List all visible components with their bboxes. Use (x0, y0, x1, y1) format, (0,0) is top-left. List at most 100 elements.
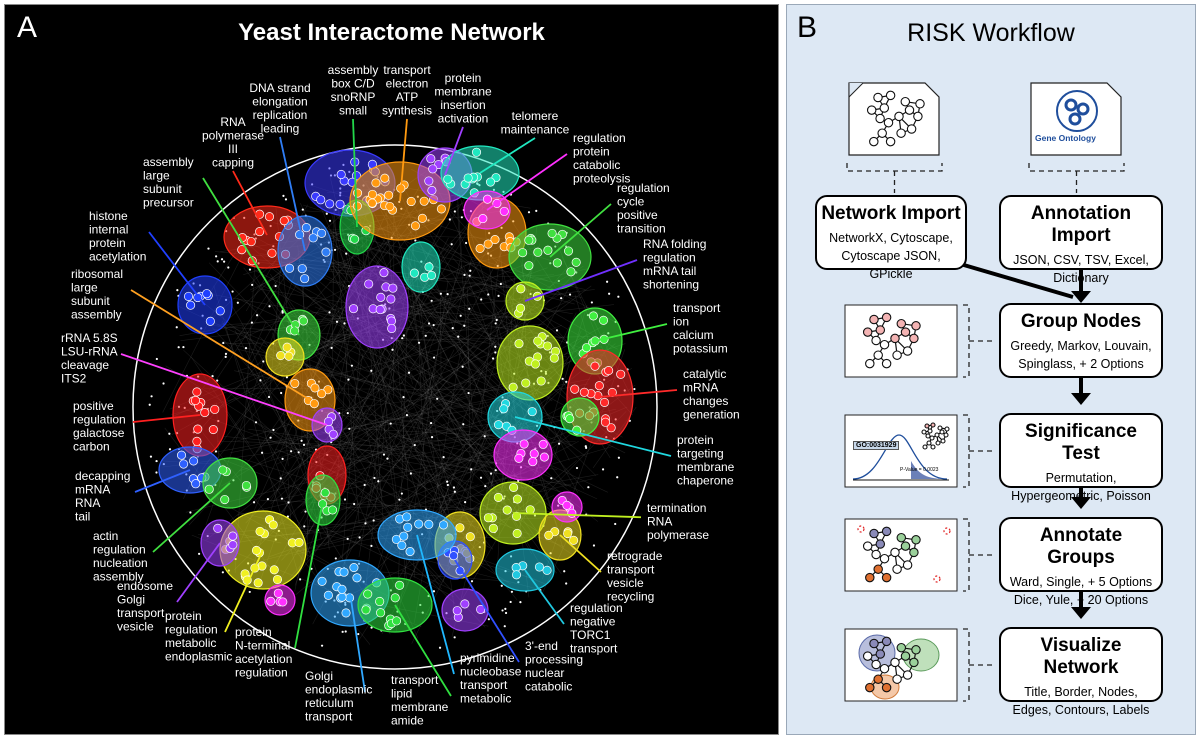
cluster-node (483, 513, 493, 523)
cluster-node (253, 578, 263, 588)
thumbnail-node (881, 312, 892, 323)
network-node (364, 522, 367, 525)
network-node (255, 314, 259, 317)
cluster-node (310, 383, 320, 393)
distribution-curve (852, 434, 948, 480)
network-edge (480, 240, 502, 418)
network-node (446, 293, 449, 296)
telomere-leader-line (479, 137, 536, 174)
thumbnail-node (866, 105, 877, 115)
calcium-label-line: ion (673, 315, 689, 329)
network-edge (341, 472, 527, 527)
network-node (427, 322, 431, 325)
golgi-er-leader-line (349, 592, 366, 693)
thumbnail-node (909, 333, 919, 344)
cluster-node (538, 439, 548, 449)
thumbnail-node (865, 682, 875, 693)
membrane-ins-label: protein membrane insertion activation (434, 71, 492, 126)
endosome-label-line: endosome (117, 579, 173, 593)
retrograde-label-line: retrograde (607, 549, 663, 563)
membrane-ins-label-line: activation (438, 112, 489, 126)
network-node (272, 428, 275, 432)
pyrimidine-label-line: nucleobase (460, 665, 522, 679)
thumbnail-node (881, 636, 892, 647)
chaperone-label: protein targeting membrane chaperone (677, 433, 735, 488)
thumbnail-node (881, 358, 892, 369)
network-edge (308, 267, 548, 353)
go-term-label: GO:0031929 (853, 441, 900, 450)
thumbnail-node (865, 572, 875, 583)
cluster-node (218, 465, 228, 475)
network-edge (308, 328, 404, 412)
calcium-label-line: transport (673, 301, 721, 315)
rrna-label-line: rRNA 5.8S (61, 331, 118, 345)
galactose-label-line: carbon (73, 440, 110, 454)
network-node (575, 466, 579, 470)
step-bracket (963, 518, 993, 592)
network-node (452, 486, 456, 489)
cluster-node (349, 562, 359, 573)
decapping-label: decapping mRNA RNA tail (75, 469, 130, 524)
cluster-node (273, 588, 283, 598)
galactose-label-line: positive (73, 399, 114, 413)
thumbnail-node (896, 532, 907, 543)
network-node (254, 421, 258, 424)
network-edge (415, 259, 461, 441)
cluster-node (183, 291, 194, 301)
network-node (260, 451, 264, 454)
label-leader-layer (120, 118, 678, 697)
actin-label-line: regulation (93, 543, 146, 557)
ribosomal-label-line: ribosomal (71, 267, 123, 281)
network-edge (401, 570, 454, 598)
cluster-node (533, 247, 543, 257)
network-node (155, 471, 158, 474)
network-node (584, 445, 587, 448)
network-node (468, 307, 471, 310)
golgi-er-label: Golgi endoplasmic reticulum transport (305, 669, 372, 724)
cluster-node (543, 245, 553, 255)
thumbnail-node (871, 335, 881, 346)
network-edge (280, 420, 482, 515)
thumbnail-node (944, 426, 950, 432)
group-nodes-desc: Greedy, Markov, Louvain, Spinglass, + 2 … (1010, 339, 1152, 372)
cluster (441, 588, 489, 632)
endosome-label-line: vesicle (117, 620, 154, 634)
network-edge (283, 409, 289, 466)
rna-pol-label-line: III (228, 142, 238, 156)
cluster-node (436, 204, 446, 214)
network-node (389, 422, 392, 425)
network-import-box: Network Import NetworkX, Cytoscape, Cyto… (815, 195, 967, 281)
galactose-label: positive regulation galactose carbon (73, 399, 126, 454)
cluster-node (267, 248, 277, 258)
proteolysis-label-line: protein (573, 145, 610, 159)
network-edge (415, 418, 465, 446)
network-node (565, 582, 568, 585)
cluster-node (255, 526, 265, 536)
retrograde-label-line: recycling (607, 590, 654, 604)
three-end-label: 3'-end processing nuclear catabolic (525, 639, 583, 694)
cluster-node (493, 420, 504, 430)
cluster-node (367, 189, 378, 199)
cluster-node (325, 199, 335, 209)
network-node (304, 510, 307, 513)
annotation-import-title: Annotation Import (1030, 203, 1132, 246)
network-node (248, 590, 251, 594)
telomere-label-line: maintenance (501, 123, 570, 137)
rna-pol-leader-line (232, 170, 268, 236)
three-end-label-line: catabolic (525, 680, 572, 694)
network-node (413, 443, 416, 447)
decapping-label-line: tail (75, 510, 90, 524)
arrowhead (1071, 497, 1091, 509)
cluster-contour (441, 588, 489, 632)
network-node (345, 252, 348, 255)
network-edge (414, 350, 461, 623)
cluster-node (514, 339, 524, 349)
network-node (409, 472, 412, 475)
arrowhead (1071, 291, 1091, 303)
network-node (453, 636, 456, 639)
cluster (345, 265, 409, 349)
network-node (373, 476, 376, 480)
cluster-node (348, 304, 359, 314)
thumbnail-node (875, 113, 885, 124)
network-node (510, 590, 514, 593)
